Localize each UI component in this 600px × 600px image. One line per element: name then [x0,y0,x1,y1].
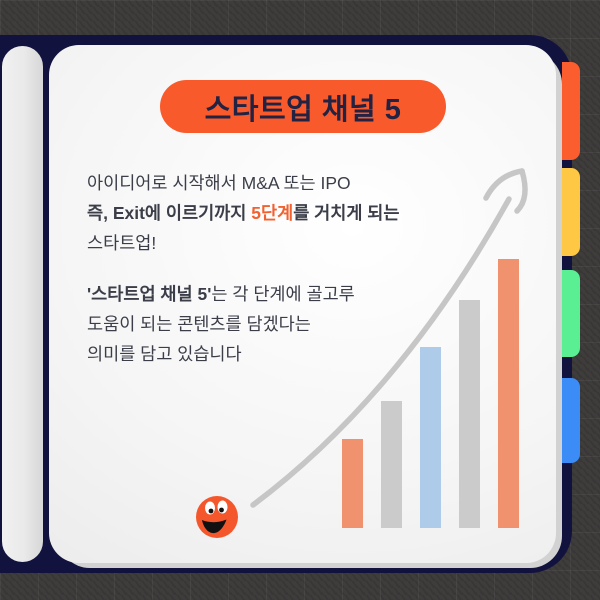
left-page [2,46,43,562]
bookmark-tab-green [562,270,580,357]
description-line-1: '스타트업 채널 5'는 각 단계에 골고루 [87,284,355,304]
intro-line-3: 스타트업! [87,233,157,253]
bookmark-tab-blue [562,378,580,463]
intro-text: 아이디어로 시작해서 M&A 또는 IPO 즉, Exit에 이르기까지 5단계… [87,168,400,258]
title-badge-label: 스타트업 채널 5 [204,93,402,126]
description-line-3: 의미를 담고 있습니다 [87,344,242,364]
growth-bar-chart [342,259,519,528]
bar-stage-2 [381,401,402,528]
bookmark-tab-yellow [562,168,580,256]
description-line-2: 도움이 되는 콘텐츠를 담겠다는 [87,314,311,334]
bookmark-tab-orange [562,62,580,160]
bar-stage-1 [342,439,363,528]
intro-line-1: 아이디어로 시작해서 M&A 또는 IPO [87,173,351,193]
title-badge: 스타트업 채널 5 [160,80,446,133]
description-text: '스타트업 채널 5'는 각 단계에 골고루 도움이 되는 콘텐츠를 담겠다는 … [87,279,355,369]
bar-stage-5 [498,259,519,528]
bar-stage-3 [420,347,441,528]
intro-line-2: 즉, Exit에 이르기까지 5단계를 거치게 되는 [87,203,400,223]
highlight-5steps: 5단계 [251,203,294,223]
bar-stage-4 [459,300,480,528]
